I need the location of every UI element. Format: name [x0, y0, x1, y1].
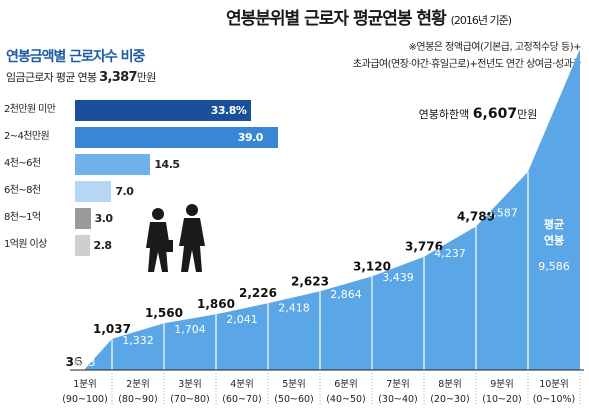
- lower-bound-label: 2,623: [291, 274, 329, 288]
- x-tick-range-label: (20~30): [430, 394, 470, 405]
- x-tick-label: 5분위: [282, 378, 306, 390]
- average-salary-label: 2,418: [278, 301, 310, 314]
- bar-category-label: 1억원 이상: [4, 239, 47, 250]
- x-tick-label: 2분위: [126, 378, 150, 390]
- x-tick-range-label: (10~20): [482, 394, 522, 405]
- bar-chart-subtitle: 임금근로자 평균 연봉 3,387만원: [6, 70, 156, 85]
- x-tick-range-label: (30~40): [378, 394, 418, 405]
- x-tick-label: 9분위: [490, 378, 514, 390]
- x-tick-label: 4분위: [230, 378, 254, 390]
- average-label-line1: 평균: [544, 217, 564, 231]
- bar-category-label: 2천만원 미만: [4, 104, 56, 115]
- average-salary-label: 5,587: [486, 206, 518, 219]
- bar: [75, 100, 251, 121]
- x-tick-range-label: (70~80): [170, 394, 210, 405]
- x-tick-label: 7분위: [386, 378, 410, 390]
- bar: [75, 208, 91, 229]
- lower-bound-label: 1,860: [197, 297, 235, 311]
- bar: [75, 154, 151, 175]
- bar-value-label: 2.8: [93, 239, 113, 252]
- lower-bound-label: 3,120: [353, 259, 391, 273]
- bar-chart-title: 연봉금액별 근로자수 비중: [6, 49, 145, 65]
- footnote-line-1: ※연봉은 정액급여(기본급, 고정적수당 등)+: [408, 42, 582, 53]
- bar-value-label: 7.0: [115, 185, 134, 198]
- lower-bound-label: 2,226: [239, 286, 277, 300]
- x-tick-label: 10분위: [539, 378, 569, 390]
- bar: [75, 235, 90, 256]
- footnote-line-2: 초과급여(연장·야간·휴일근로)+전년도 연간 상여금·성과급: [352, 59, 582, 70]
- x-tick-range-label: (0~10%): [533, 394, 576, 405]
- lower-bound-label: 1,560: [145, 306, 183, 320]
- bar-value-label: 33.8%: [210, 104, 247, 117]
- average-salary-label: 1,704: [174, 323, 206, 336]
- x-tick-label: 6분위: [334, 378, 358, 390]
- x-tick-label: 8분위: [438, 378, 462, 390]
- average-salary-label: 9,586: [538, 260, 570, 273]
- bar-value-label: 14.5: [154, 158, 180, 171]
- lower-bound-label: 4,789: [457, 209, 495, 223]
- average-label-line2: 연봉: [544, 233, 564, 247]
- lower-bound-label: 36: [66, 355, 83, 369]
- page-title: 연봉분위별 근로자 평균연봉 현황 (2016년 기준): [226, 9, 512, 29]
- bar-category-label: 8천~1억: [4, 212, 41, 223]
- x-tick-range-label: (90~100): [62, 394, 108, 405]
- lower-bound-label: 3,776: [405, 240, 443, 254]
- average-salary-label: 3,439: [382, 271, 414, 284]
- x-tick-range-label: (50~60): [274, 394, 314, 405]
- bar-value-label: 3.0: [94, 212, 114, 225]
- average-salary-label: 2,041: [226, 313, 258, 326]
- bar-category-label: 4천~6천: [4, 158, 41, 169]
- area-fill: [85, 49, 580, 370]
- bar: [75, 127, 278, 148]
- average-salary-label: 1,332: [122, 334, 154, 347]
- bar: [75, 181, 112, 202]
- average-salary-label: 2,864: [330, 288, 362, 301]
- average-salary-label: 4,237: [434, 247, 466, 260]
- x-tick-range-label: (80~90): [118, 394, 158, 405]
- bar-value-label: 39.0: [237, 131, 264, 144]
- x-tick-range-label: (40~50): [326, 394, 366, 405]
- x-tick-label: 3분위: [178, 378, 202, 390]
- lower-bound-label: 1,037: [93, 322, 131, 336]
- average-salary-label: 633: [75, 356, 96, 369]
- lower-bound-annotation: 연봉하한액 6,607만원: [419, 106, 538, 122]
- x-tick-range-label: (60~70): [222, 394, 262, 405]
- bar-category-label: 2~4천만원: [4, 131, 50, 142]
- x-tick-label: 1분위: [73, 378, 97, 390]
- walking-people-icon: [146, 204, 205, 272]
- bar-category-label: 6천~8천: [4, 185, 41, 196]
